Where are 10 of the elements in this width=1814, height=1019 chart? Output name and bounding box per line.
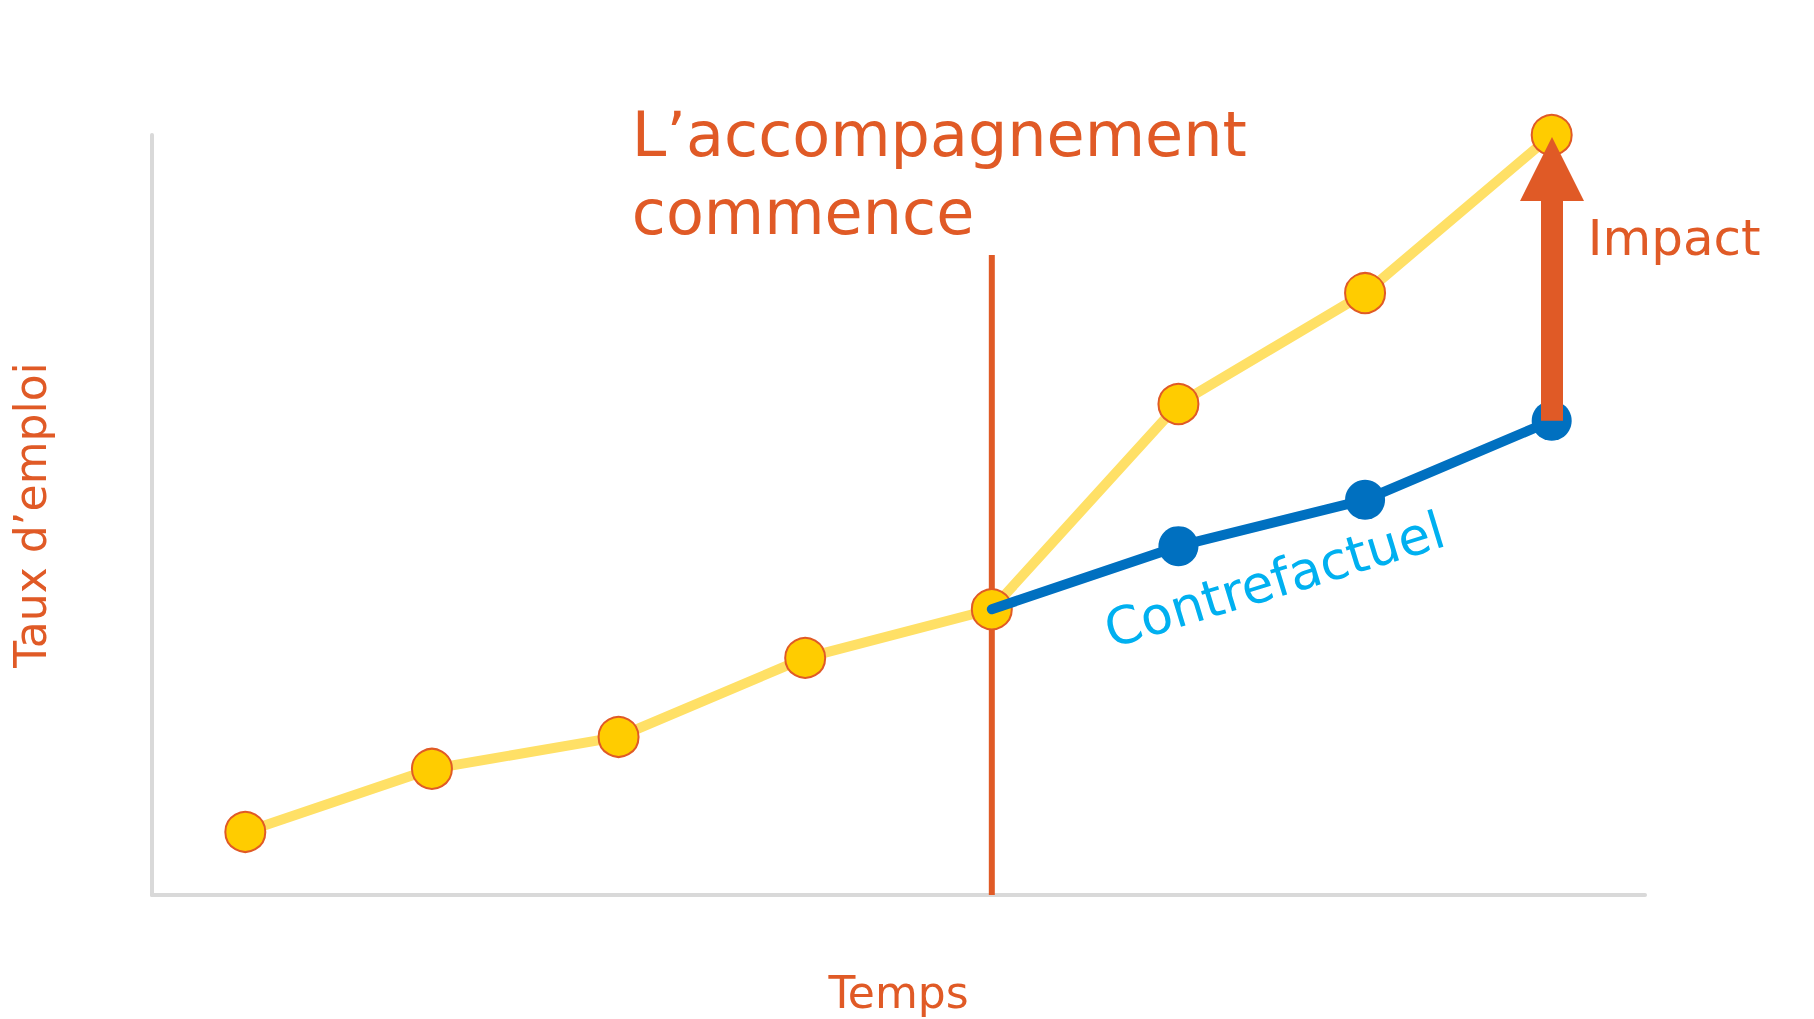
- x-axis-title: Temps: [827, 966, 969, 1018]
- point: [1157, 383, 1200, 426]
- y-axis-title: Taux d’emploi: [4, 362, 56, 669]
- point: [1344, 272, 1387, 315]
- annotation: L’accompagnement commence: [631, 97, 1267, 249]
- point: [410, 747, 453, 790]
- annotation: Impact: [1587, 208, 1761, 267]
- point: [597, 715, 640, 758]
- point: [784, 636, 827, 679]
- point: [224, 810, 267, 853]
